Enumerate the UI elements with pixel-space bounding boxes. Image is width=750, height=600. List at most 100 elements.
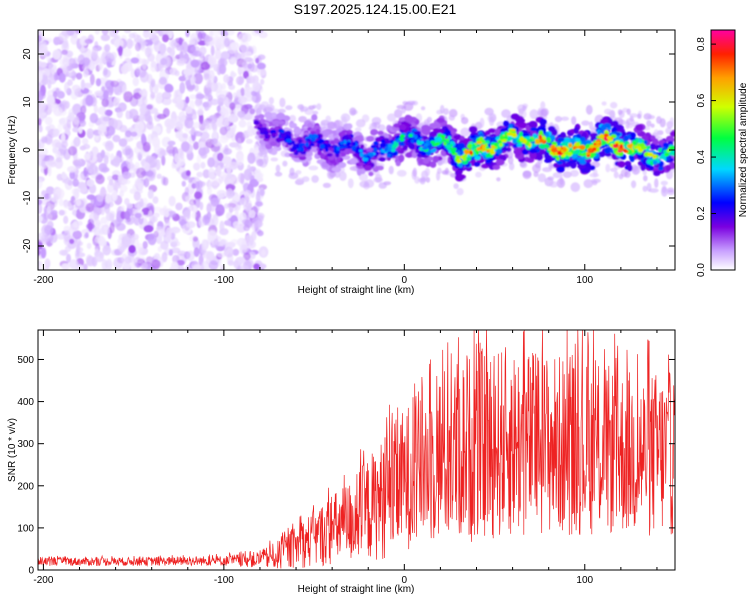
spectrogram-cell [474, 155, 481, 160]
spectrogram-cell [395, 139, 401, 143]
spectrogram-cell [84, 232, 89, 239]
spectrogram-cell [89, 150, 94, 161]
spectrogram-cell [130, 68, 135, 79]
spectrogram-cell [252, 81, 261, 93]
snr-series-line [38, 330, 675, 569]
spectrogram-cell [239, 197, 247, 206]
spectrogram-cell [367, 152, 374, 156]
spectrogram-cell [303, 148, 308, 152]
spectrogram-cell [496, 177, 501, 182]
spectrogram-cell [599, 133, 605, 139]
spectrogram-cell [183, 68, 193, 76]
spectrogram-cell [136, 243, 144, 253]
spectrogram-cell [627, 149, 633, 154]
spectrogram-cell [100, 34, 111, 42]
spectrogram-cell [398, 154, 405, 163]
spectrogram-cell [666, 156, 670, 161]
spectrogram-cell [71, 84, 81, 92]
spectrogram-cell [169, 49, 175, 57]
spectrogram-cell [175, 121, 183, 131]
spectrogram-cell [475, 149, 480, 156]
spectrogram-cell [628, 144, 632, 149]
spectrogram-cell [429, 122, 439, 129]
spectrogram-cell [502, 120, 510, 127]
spectrogram-cell [156, 173, 162, 179]
spectrogram-cell [104, 44, 111, 53]
spectrogram-cell [206, 121, 214, 130]
spectrogram-cell [408, 133, 413, 138]
spectrogram-cell [270, 157, 279, 162]
spectrogram-cell [134, 212, 142, 219]
spectrogram-cell [67, 79, 73, 86]
spectrogram-cell [66, 119, 72, 129]
spectrogram-cell [168, 249, 173, 256]
spectrogram-cell [244, 51, 252, 57]
y-tick-label: -10 [22, 190, 33, 205]
spectrogram-cell [112, 182, 122, 189]
spectrogram-cell [192, 236, 199, 242]
spectrogram-cell [195, 181, 200, 190]
spectrogram-cell [436, 117, 445, 123]
spectrogram-cell [568, 142, 573, 148]
spectrogram-cell [45, 125, 51, 131]
spectrogram-cell [306, 138, 311, 142]
spectrogram-cell [88, 60, 96, 71]
spectrogram-cell [162, 34, 169, 43]
spectrogram-cell [161, 97, 172, 106]
spectrogram-cell [660, 180, 668, 186]
colorbar: 0.0 0.2 0.4 0.6 0.8 Normalized spectral ampl… [696, 29, 749, 277]
spectrogram-cell [229, 161, 238, 170]
spectrogram-cell [113, 97, 120, 108]
spectrogram-cell [259, 188, 265, 197]
spectrogram-cell [511, 133, 518, 138]
spectrogram-cell [662, 142, 668, 148]
spectrogram-cell [216, 252, 226, 258]
spectrogram-cell [196, 154, 201, 165]
spectrogram-cell [82, 143, 91, 150]
spectrogram-cell [59, 117, 69, 127]
spectrogram-cell [102, 245, 112, 256]
spectrogram-cell [143, 161, 150, 172]
spectrogram-cell [63, 200, 72, 209]
spectrogram-cell [329, 159, 335, 164]
spectrogram-cell [222, 108, 232, 115]
spectrogram-cell [207, 79, 212, 91]
spectrogram-cell [364, 165, 372, 171]
spectrogram-cell [198, 147, 207, 157]
spectrogram-cell [67, 70, 75, 77]
spectrogram-cell [162, 91, 172, 100]
spectrogram-cell [193, 141, 199, 150]
spectrogram-cell [499, 142, 503, 147]
spectrogram-cell [101, 30, 109, 36]
spectrogram-cell [160, 58, 168, 66]
spectrogram-cell [545, 132, 550, 138]
spectrogram-cell [44, 258, 50, 268]
spectrogram-cell [636, 113, 642, 119]
spectrogram-cell [208, 180, 213, 190]
spectrogram-cell [99, 114, 110, 125]
spectrogram-cell [424, 167, 430, 177]
spectrogram-cell [359, 152, 364, 158]
spectrogram-cell [255, 57, 260, 64]
spectrogram-cell [45, 186, 55, 195]
spectrogram-cell [174, 70, 180, 77]
spectrogram-cell [629, 155, 635, 162]
spectrogram-cell [260, 78, 265, 85]
spectrogram-cell [547, 137, 552, 144]
spectrogram-cell [97, 127, 108, 137]
spectrogram-cell [355, 119, 366, 128]
spectrogram-cell [119, 184, 128, 193]
x-tick-label: -200 [33, 575, 53, 586]
spectrogram-cell [218, 175, 224, 184]
spectrogram-cell [667, 140, 674, 146]
spectrogram-cell [509, 162, 515, 171]
spectrogram-cell [653, 129, 659, 137]
spectrogram-cell [141, 207, 150, 216]
spectrogram-cell [308, 133, 313, 139]
spectrogram-cell [606, 136, 612, 140]
spectrogram-cell [104, 109, 113, 117]
spectrogram-cell [249, 235, 254, 247]
spectrogram-cell [254, 172, 263, 180]
spectrogram-cell [512, 139, 518, 144]
spectrogram-cell [156, 113, 167, 120]
